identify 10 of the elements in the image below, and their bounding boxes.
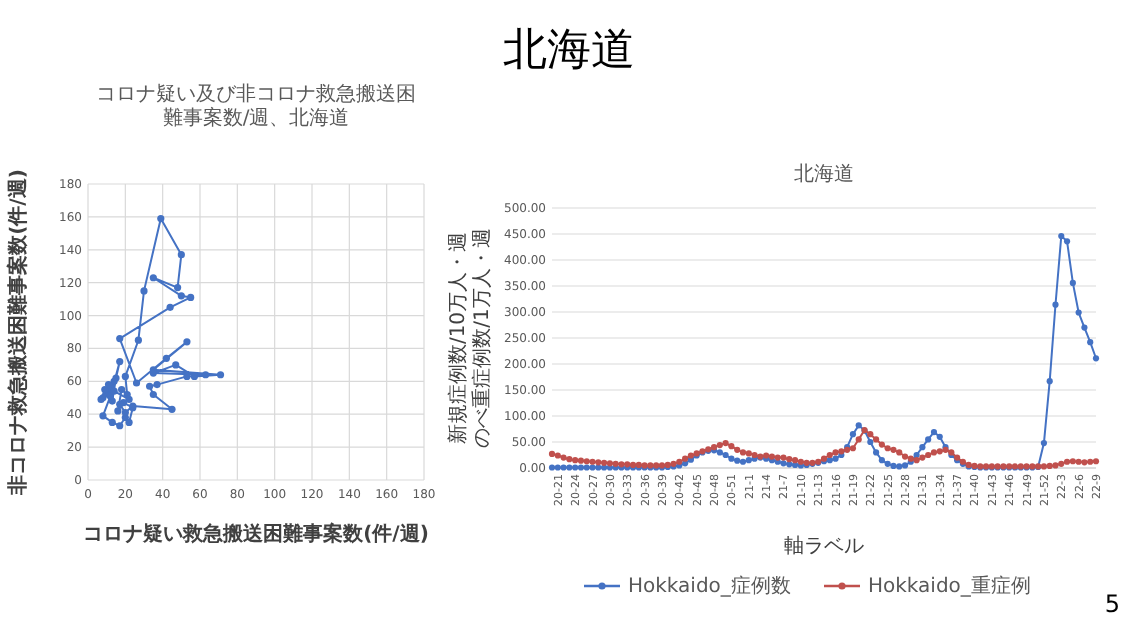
text: 5 xyxy=(1104,590,1120,618)
y-axis-title: 新規症例数/10万人・週のべ重症例数/1万人・週 xyxy=(446,228,494,448)
chart-title: コロナ疑い及び非コロナ救急搬送困難事案数/週、北海道 xyxy=(96,82,416,130)
text: 北海道 xyxy=(503,26,635,76)
y-axis-title: 非コロナ救急搬送困難事案数(件/週) xyxy=(6,169,30,497)
legend-label: Hokkaido_重症例 xyxy=(868,574,1031,598)
x-axis-title: コロナ疑い救急搬送困難事案数(件/週) xyxy=(83,522,429,546)
legend-label: Hokkaido_症例数 xyxy=(628,574,791,598)
chart-title: 北海道 xyxy=(794,162,854,186)
x-axis-title: 軸ラベル xyxy=(784,534,864,558)
